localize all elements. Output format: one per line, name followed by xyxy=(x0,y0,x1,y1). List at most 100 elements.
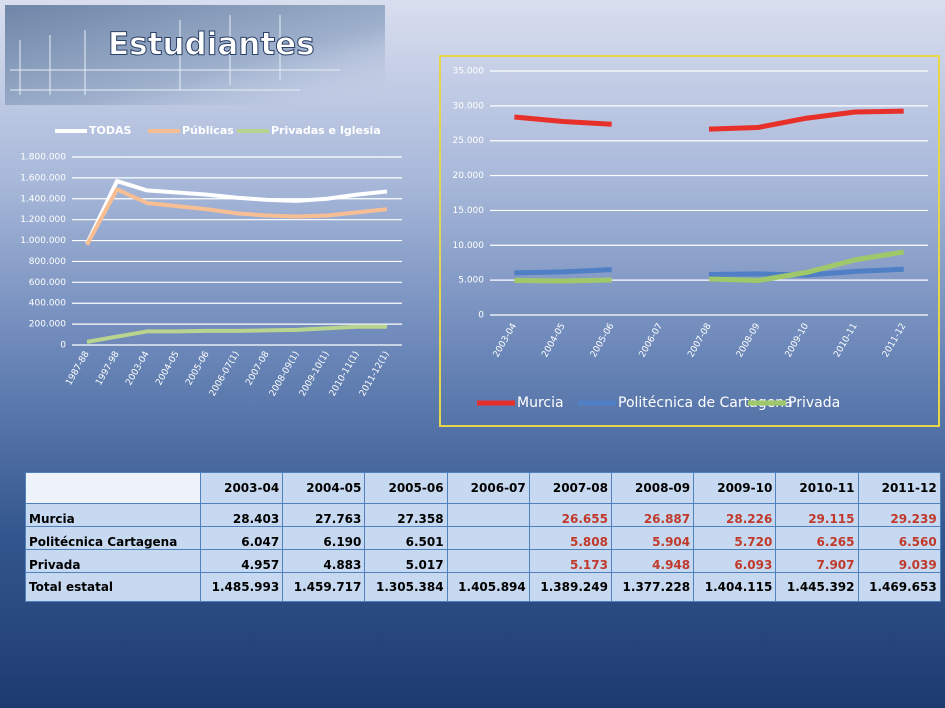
header-cell xyxy=(25,472,201,504)
table-row: Politécnica Cartagena 6.047 6.190 6.501 5.80… xyxy=(25,526,941,550)
header-cell: 2011-12 xyxy=(857,472,941,504)
cell: 7.907 xyxy=(775,549,859,573)
row-label: Total estatal xyxy=(25,572,201,602)
cell: 6.093 xyxy=(693,549,777,573)
table-row: Murcia 28.403 27.763 27.358 26.655 26.887 28.2… xyxy=(25,503,941,527)
y-tick-label: 0 xyxy=(478,311,484,321)
x-tick-label: 2009-10(1) xyxy=(298,350,332,399)
cell: 1.404.115 xyxy=(693,572,777,602)
cell: 26.887 xyxy=(610,503,695,527)
cell: 29.239 xyxy=(857,503,941,527)
x-tick-label: 2008-09(1) xyxy=(268,350,302,399)
cell: 1.377.228 xyxy=(610,572,695,602)
series-line xyxy=(514,249,905,284)
y-tick-label: 1.600.000 xyxy=(20,173,66,183)
y-tick-label: 35.000 xyxy=(453,67,485,77)
x-tick-label: 2005-06 xyxy=(184,350,212,388)
series-line xyxy=(85,187,388,246)
header-cell: 2007-08 xyxy=(528,472,612,504)
cell: 29.115 xyxy=(775,503,859,527)
cell: 9.039 xyxy=(857,549,941,573)
building-lines xyxy=(10,15,340,95)
cell: 4.948 xyxy=(610,549,695,573)
x-tick-label: 2007-08 xyxy=(686,322,714,360)
legend-label: TODAS xyxy=(89,124,131,137)
series-line xyxy=(86,324,387,344)
cell xyxy=(446,526,530,550)
header-cell: 2003-04 xyxy=(199,472,284,504)
series-line xyxy=(514,266,904,278)
header-cell: 2009-10 xyxy=(693,472,777,504)
legend-label: Murcia xyxy=(517,395,564,411)
cell: 28.226 xyxy=(693,503,777,527)
y-tick-label: 1.000.000 xyxy=(20,236,66,246)
y-tick-label: 10.000 xyxy=(453,241,485,251)
header-cell: 2010-11 xyxy=(775,472,859,504)
header-cell: 2006-07 xyxy=(446,472,530,504)
header-row: 2003-04 2004-05 2005-06 2006-07 2007-08 2008-… xyxy=(25,472,941,504)
y-tick-label: 400.000 xyxy=(29,299,66,309)
x-tick-label: 2006-07(1) xyxy=(208,350,242,399)
series-line xyxy=(514,108,904,132)
cell: 1.485.993 xyxy=(199,572,284,602)
cell: 5.904 xyxy=(610,526,695,550)
y-tick-label: 5.000 xyxy=(458,276,484,286)
cell: 1.469.653 xyxy=(857,572,941,602)
legend-label: Privadas e Iglesia xyxy=(271,124,381,137)
cell: 5.720 xyxy=(693,526,777,550)
cell: 4.883 xyxy=(282,549,366,573)
chart-border xyxy=(439,55,940,427)
cell xyxy=(446,503,530,527)
cell: 27.763 xyxy=(282,503,366,527)
y-tick-label: 1.200.000 xyxy=(20,215,66,225)
x-tick-label: 2011-12 xyxy=(881,322,908,360)
cell: 6.501 xyxy=(364,526,448,550)
cell: 1.305.384 xyxy=(364,572,448,602)
y-tick-label: 600.000 xyxy=(29,278,66,288)
cell: 4.957 xyxy=(199,549,284,573)
x-tick-label: 2004-05 xyxy=(154,350,181,388)
cell: 6.560 xyxy=(857,526,941,550)
x-tick-label: 2007-08 xyxy=(244,350,272,388)
x-tick-label: 2005-06 xyxy=(589,322,617,360)
x-tick-label: 2010-11 xyxy=(832,322,859,360)
row-label: Privada xyxy=(25,549,201,573)
y-tick-label: 200.000 xyxy=(29,320,66,330)
x-tick-label: 1987-88 xyxy=(64,350,92,388)
cell: 5.173 xyxy=(528,549,612,573)
y-tick-label: 20.000 xyxy=(453,171,485,181)
y-tick-label: 1.400.000 xyxy=(20,194,66,204)
x-tick-label: 2004-05 xyxy=(540,322,567,360)
y-tick-label: 25.000 xyxy=(453,136,485,146)
x-tick-label: 2003-04 xyxy=(492,322,520,360)
cell: 5.017 xyxy=(364,549,448,573)
x-tick-label: 2003-04 xyxy=(124,350,152,388)
header-cell: 2008-09 xyxy=(610,472,695,504)
cell: 26.655 xyxy=(528,503,612,527)
cell: 6.190 xyxy=(282,526,366,550)
header-cell: 2004-05 xyxy=(282,472,366,504)
x-tick-label: 2011-12(1) xyxy=(358,350,392,399)
legend-label: Privada xyxy=(788,395,840,411)
cell: 6.047 xyxy=(199,526,284,550)
y-tick-label: 800.000 xyxy=(29,257,66,267)
x-tick-label: 2006-07 xyxy=(638,322,665,360)
slide-title: Estudiantes xyxy=(108,27,315,63)
legend-label: Públicas xyxy=(182,124,234,137)
cell: 1.445.392 xyxy=(775,572,859,602)
y-tick-label: 15.000 xyxy=(453,206,485,216)
cell: 27.358 xyxy=(364,503,448,527)
cell: 28.403 xyxy=(199,503,284,527)
title-image xyxy=(5,5,385,105)
y-tick-label: 0 xyxy=(60,341,66,351)
x-tick-label: 2009-10 xyxy=(784,322,812,360)
y-tick-label: 30.000 xyxy=(453,101,485,111)
header-cell: 2005-06 xyxy=(364,472,448,504)
table-row: Total estatal 1.485.993 1.459.717 1.305.384… xyxy=(25,572,941,602)
data-table: 2003-04 2004-05 2005-06 2006-07 2007-08 2008-… xyxy=(25,472,941,602)
cell: 1.459.717 xyxy=(282,572,366,602)
cell xyxy=(446,549,530,573)
row-label: Politécnica Cartagena xyxy=(25,526,201,550)
